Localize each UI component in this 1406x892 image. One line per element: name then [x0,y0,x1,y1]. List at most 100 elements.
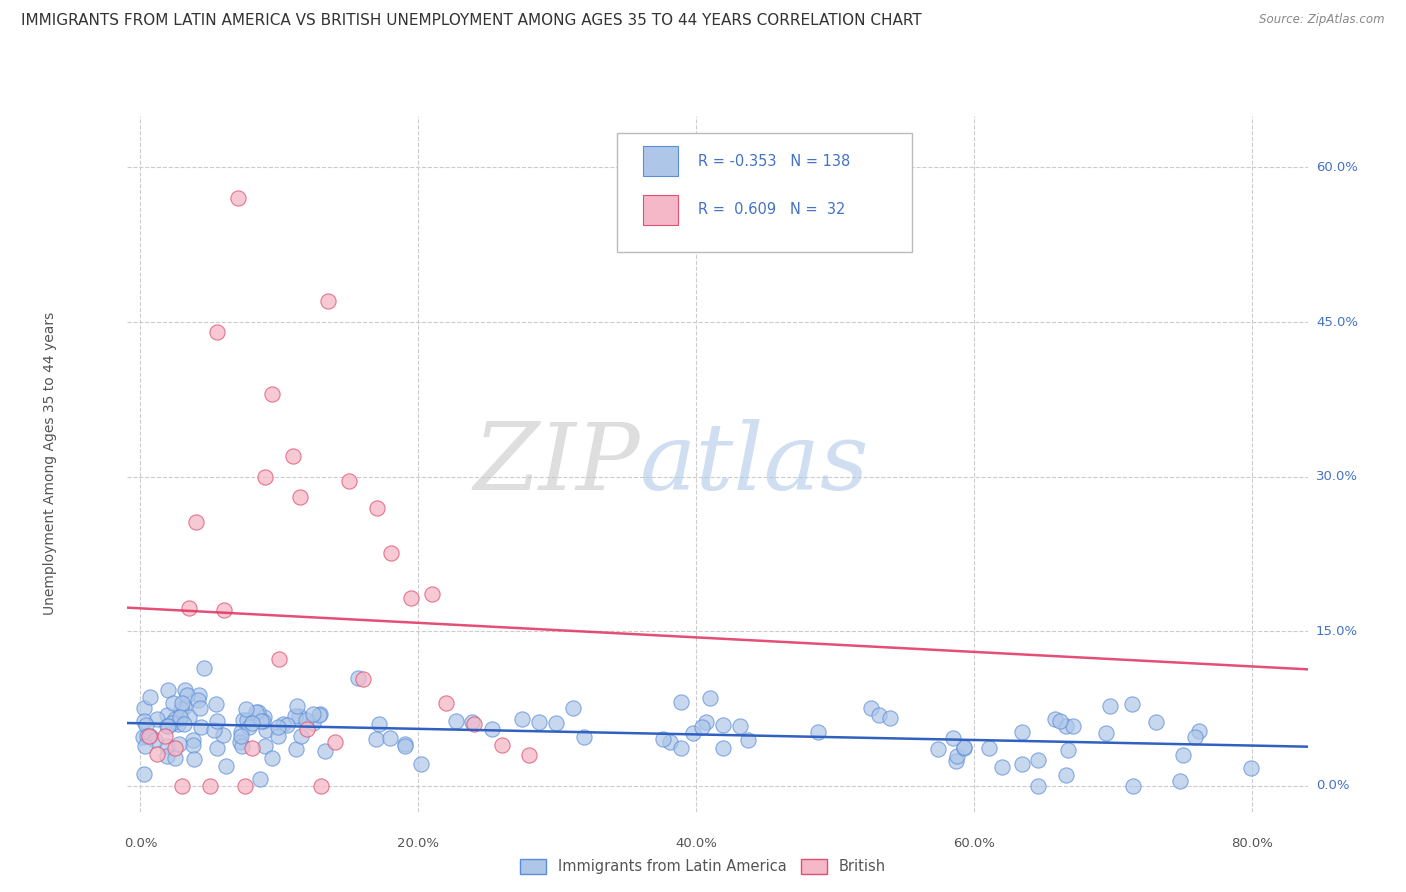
Point [236,713,259,727]
Point [211,728,233,742]
Point [262,387,284,401]
Point [155,730,177,744]
Point [1173,747,1195,762]
Point [302,715,325,730]
Point [132,701,155,715]
Point [290,729,312,743]
Text: 0.0%: 0.0% [124,837,157,850]
Point [174,683,197,698]
Point [946,748,969,763]
Point [401,591,423,605]
Point [267,720,290,734]
FancyBboxPatch shape [643,146,678,177]
Point [156,708,179,723]
Point [252,714,274,729]
Point [860,701,883,715]
Point [444,714,467,729]
Point [254,469,277,483]
Point [134,739,156,753]
Point [287,698,309,713]
Point [807,725,830,739]
Point [173,700,195,714]
Point [162,696,184,710]
FancyBboxPatch shape [643,194,678,225]
Point [166,717,188,731]
Point [737,733,759,747]
Point [190,720,212,734]
Point [276,718,298,732]
Point [165,740,187,755]
Point [519,747,541,762]
Point [269,652,291,666]
Point [240,741,263,756]
Point [308,708,330,723]
Point [510,712,533,726]
Point [138,729,160,743]
Point [207,741,229,756]
Point [193,661,215,675]
Point [146,712,169,726]
Point [249,714,271,728]
Point [235,702,257,716]
Point [156,739,179,753]
Point [1062,719,1084,733]
Point [481,722,503,736]
Point [283,449,305,463]
Point [1054,768,1077,782]
Text: R = -0.353   N = 138: R = -0.353 N = 138 [699,153,851,169]
Point [233,779,256,793]
Point [699,691,721,706]
Point [945,754,967,768]
Point [205,326,228,340]
Point [1011,757,1033,772]
Point [991,760,1014,774]
Point [181,738,204,752]
Point [1122,779,1144,793]
Point [231,739,253,753]
Point [394,737,416,751]
Point [368,716,391,731]
Point [546,715,568,730]
Point [977,740,1000,755]
Point [238,720,260,734]
Point [572,730,595,744]
Point [212,603,235,617]
Point [295,713,318,727]
Text: 80.0%: 80.0% [1232,837,1272,850]
Point [172,779,194,793]
Point [669,695,692,709]
Point [229,735,252,749]
Point [1049,714,1071,729]
Point [1011,724,1033,739]
Point [157,683,180,698]
Text: 60.0%: 60.0% [1316,161,1358,174]
Point [352,672,374,686]
Point [179,710,201,724]
Text: R =  0.609   N =  32: R = 0.609 N = 32 [699,202,845,218]
Point [711,741,734,756]
Point [176,688,198,702]
Point [651,731,673,746]
Point [271,717,294,731]
Point [868,707,890,722]
Point [267,729,290,743]
Point [308,707,330,722]
Point [380,731,402,745]
Point [1054,719,1077,733]
Point [184,515,207,529]
Point [232,714,254,728]
Point [1168,774,1191,789]
Point [188,700,211,714]
Point [290,491,312,505]
Point [229,725,252,739]
Point [132,767,155,781]
Point [711,718,734,732]
Point [188,689,211,703]
Point [1095,725,1118,739]
Point [314,744,336,758]
Point [181,732,204,747]
Point [131,730,153,744]
Text: 40.0%: 40.0% [675,837,717,850]
Point [1188,724,1211,739]
Point [420,587,443,601]
